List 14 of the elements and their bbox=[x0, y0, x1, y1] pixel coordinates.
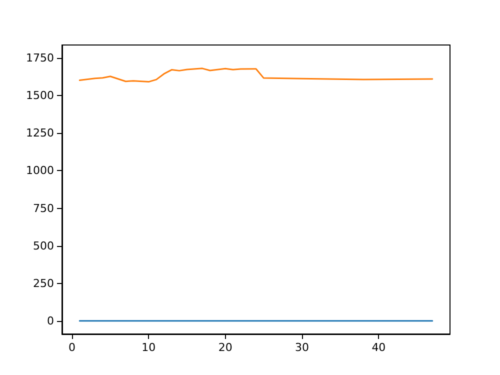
x-tick-label: 20 bbox=[218, 341, 232, 354]
y-tick-label: 500 bbox=[33, 239, 54, 252]
y-tick-label: 0 bbox=[47, 314, 54, 328]
x-tick-label: 10 bbox=[142, 341, 156, 354]
x-tick-label: 30 bbox=[295, 341, 310, 354]
line-series bbox=[78, 68, 434, 83]
y-tick-label: 1250 bbox=[26, 126, 54, 140]
x-tick-label: 0 bbox=[68, 341, 76, 354]
y-tick-label: 1750 bbox=[26, 52, 54, 65]
y-tick-label: 750 bbox=[33, 202, 54, 215]
y-tick-label: 1500 bbox=[26, 89, 54, 102]
y-tick-label: 1000 bbox=[26, 164, 54, 178]
x-tick-label: 40 bbox=[372, 341, 386, 354]
y-tick-label: 250 bbox=[33, 276, 54, 290]
